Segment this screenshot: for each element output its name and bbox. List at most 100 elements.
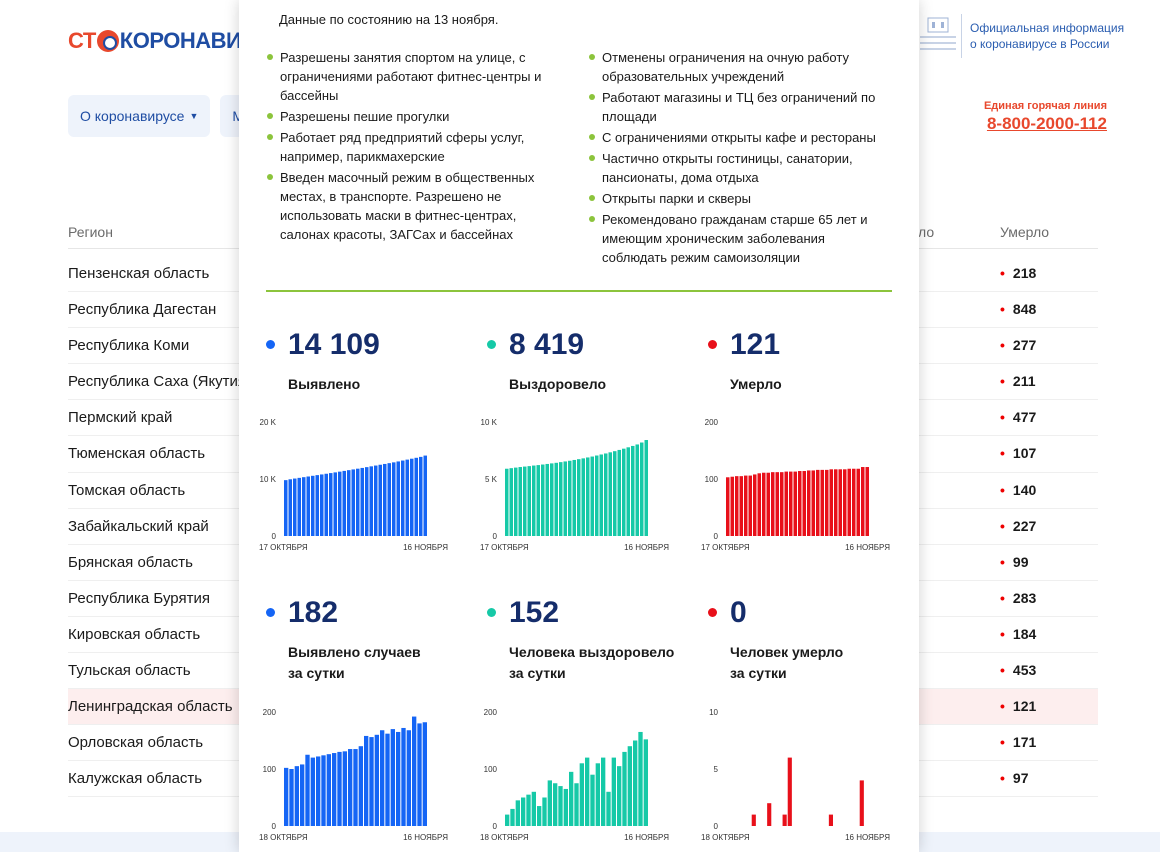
- restriction-item: Частично открыты гостиницы, санатории, п…: [589, 149, 879, 187]
- chart-bar: [294, 766, 299, 826]
- chart-bar: [358, 746, 363, 826]
- restriction-item: Работает ряд предприятий сферы услуг, на…: [267, 128, 547, 166]
- chart-died: 0 100 200 17 ОКТЯБРЯ 16 НОЯБРЯ: [696, 412, 896, 557]
- restriction-item: Разрешены занятия спортом на улице, с ог…: [267, 48, 547, 105]
- chart-bar: [595, 455, 599, 536]
- region-name: Республика Бурятия: [68, 589, 210, 607]
- chart-bar: [514, 467, 518, 536]
- government-emblem-icon: [918, 14, 962, 58]
- chart-bar: [579, 763, 584, 826]
- restrictions-list-left: Разрешены занятия спортом на улице, с ог…: [267, 48, 547, 246]
- chart-bar: [608, 452, 612, 536]
- chart-bar: [310, 757, 315, 826]
- y-tick-label: 5 K: [485, 475, 498, 484]
- region-name: Забайкальский край: [68, 517, 209, 535]
- hotline-phone-link[interactable]: 8-800-2000-112: [986, 114, 1107, 133]
- chart-bar: [606, 791, 611, 826]
- hotline-label: Единая горячая линия: [983, 100, 1107, 112]
- chart-bar: [775, 472, 779, 536]
- chart-svg: 0 100 200 18 ОКТЯБРЯ 16 НОЯБРЯ: [259, 708, 448, 842]
- x-tick-label-end: 16 НОЯБРЯ: [403, 833, 448, 842]
- legend-dot-icon: [487, 340, 496, 349]
- chart-bar: [523, 466, 527, 536]
- chart-bar: [843, 469, 847, 536]
- chart-bar: [816, 469, 820, 536]
- chart-bar: [353, 749, 358, 826]
- chart-bar: [360, 467, 364, 536]
- logo-text-part1: СТ: [68, 28, 96, 53]
- chart-bar: [392, 462, 396, 536]
- x-tick-label-start: 18 ОКТЯБРЯ: [701, 833, 750, 842]
- chart-bar: [590, 456, 594, 536]
- stat-label: Умерло: [730, 376, 782, 392]
- chart-bar: [604, 453, 608, 536]
- chart-recovered-daily: 0 100 200 18 ОКТЯБРЯ 16 НОЯБРЯ: [475, 702, 675, 847]
- chart-bar: [284, 480, 288, 536]
- restriction-item: Открыты парки и скверы: [589, 189, 879, 208]
- x-tick-label-end: 16 НОЯБРЯ: [845, 543, 890, 552]
- chart-bar: [789, 471, 793, 536]
- y-tick-label: 200: [484, 708, 498, 717]
- chart-bar: [390, 729, 395, 826]
- region-deaths: 453: [1000, 662, 1036, 678]
- chart-bar: [577, 459, 581, 536]
- chart-bar: [568, 460, 572, 536]
- chart-bar: [793, 471, 797, 536]
- chart-bar: [572, 459, 576, 536]
- x-tick-label-end: 16 НОЯБРЯ: [624, 833, 669, 842]
- chart-svg: 0 5 K 10 K 17 ОКТЯБРЯ 16 НОЯБРЯ: [480, 418, 669, 552]
- column-header-recovered[interactable]: ло: [918, 224, 935, 240]
- chart-recovered: 0 5 K 10 K 17 ОКТЯБРЯ 16 НОЯБРЯ: [475, 412, 675, 557]
- chart-bar: [302, 477, 306, 536]
- region-deaths: 184: [1000, 626, 1036, 642]
- chart-bar: [829, 469, 833, 536]
- chart-bar: [834, 469, 838, 536]
- gov-info-link[interactable]: Официальная информация о коронавирусе в …: [918, 14, 1124, 58]
- chart-bar: [581, 458, 585, 536]
- chart-bar: [337, 751, 342, 826]
- chart-bar: [329, 473, 333, 536]
- chart-bar: [633, 740, 638, 826]
- chart-bar: [383, 463, 387, 536]
- chart-bar: [374, 465, 378, 536]
- chart-bar: [828, 814, 833, 826]
- chart-bar: [644, 440, 648, 536]
- chart-bar: [315, 475, 319, 536]
- chart-bar: [617, 766, 622, 826]
- chart-bar: [622, 751, 627, 826]
- x-tick-label-end: 16 НОЯБРЯ: [845, 833, 890, 842]
- restrictions-list-right: Отменены ограничения на очную работу обр…: [589, 48, 879, 269]
- y-tick-label: 10 K: [481, 418, 498, 427]
- chart-bar: [284, 767, 289, 826]
- chart-bar: [541, 464, 545, 536]
- restriction-item: Работают магазины и ТЦ без ограничений п…: [589, 88, 879, 126]
- chart-bar: [599, 454, 603, 536]
- chart-bar: [847, 468, 851, 536]
- chart-bar: [401, 727, 406, 826]
- column-header-died[interactable]: Умерло: [1000, 224, 1050, 240]
- y-tick-label: 200: [263, 708, 277, 717]
- nav-about-coronavirus[interactable]: О коронавирусе ▼: [68, 95, 211, 137]
- chart-bar: [333, 472, 337, 536]
- chart-bar: [417, 723, 422, 826]
- y-tick-label: 0: [493, 822, 498, 831]
- chart-bar: [320, 474, 324, 536]
- chart-bar: [744, 475, 748, 536]
- gov-info-line1: Официальная информация: [970, 21, 1125, 35]
- region-deaths: 97: [1000, 770, 1029, 786]
- chart-bar: [316, 756, 321, 826]
- region-name: Тульская область: [68, 662, 191, 680]
- site-logo[interactable]: СТ КОРОНАВИ: [68, 28, 242, 54]
- stat-label: Человек умерло за сутки: [730, 644, 844, 681]
- legend-dot-icon: [266, 608, 275, 617]
- chart-bar: [412, 716, 417, 826]
- y-tick-label: 0: [714, 532, 719, 541]
- chart-bar: [385, 733, 390, 826]
- chart-detected: 0 10 K 20 K 17 ОКТЯБРЯ 16 НОЯБРЯ: [254, 412, 454, 557]
- chart-bar: [861, 467, 865, 536]
- chart-bar: [825, 469, 829, 536]
- region-deaths: 171: [1000, 734, 1036, 750]
- column-header-region[interactable]: Регион: [68, 224, 113, 240]
- chart-bar: [342, 470, 346, 536]
- chart-bar: [784, 471, 788, 536]
